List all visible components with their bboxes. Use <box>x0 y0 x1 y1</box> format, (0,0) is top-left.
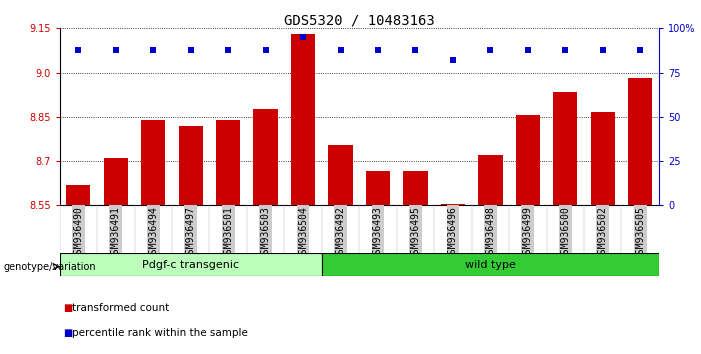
Bar <box>590 113 615 205</box>
Bar <box>441 204 465 205</box>
Point <box>148 47 159 52</box>
Text: Pdgf-c transgenic: Pdgf-c transgenic <box>142 259 239 270</box>
Point <box>222 47 233 52</box>
Text: GSM936490: GSM936490 <box>74 206 83 259</box>
Bar <box>291 34 315 205</box>
Text: GSM936495: GSM936495 <box>411 206 421 259</box>
Point <box>522 47 533 52</box>
Point <box>185 47 196 52</box>
Text: GSM936493: GSM936493 <box>373 206 383 259</box>
Point <box>335 47 346 52</box>
Bar <box>254 109 278 205</box>
Text: transformed count: transformed count <box>72 303 170 313</box>
Point <box>634 47 646 52</box>
Point <box>559 47 571 52</box>
Text: GSM936502: GSM936502 <box>598 206 608 259</box>
Point <box>485 47 496 52</box>
Point <box>372 47 383 52</box>
Bar <box>104 158 128 205</box>
Text: GSM936497: GSM936497 <box>186 206 196 259</box>
Point <box>110 47 121 52</box>
Text: GSM936503: GSM936503 <box>261 206 271 259</box>
Text: GSM936504: GSM936504 <box>298 206 308 259</box>
Point <box>597 47 608 52</box>
Text: GSM936499: GSM936499 <box>523 206 533 259</box>
Bar <box>366 171 390 205</box>
Bar <box>322 253 659 276</box>
Bar <box>628 79 653 205</box>
Bar <box>216 120 240 205</box>
Text: GSM936494: GSM936494 <box>148 206 158 259</box>
Bar <box>328 145 353 205</box>
Text: GSM936501: GSM936501 <box>223 206 233 259</box>
Text: ■: ■ <box>63 328 72 338</box>
Text: GSM936496: GSM936496 <box>448 206 458 259</box>
Bar <box>403 171 428 205</box>
Bar <box>66 185 90 205</box>
Text: wild type: wild type <box>465 259 516 270</box>
Text: percentile rank within the sample: percentile rank within the sample <box>72 328 248 338</box>
Point <box>73 47 84 52</box>
Text: genotype/variation: genotype/variation <box>4 262 96 272</box>
Text: GSM936505: GSM936505 <box>635 206 645 259</box>
Title: GDS5320 / 10483163: GDS5320 / 10483163 <box>284 13 435 27</box>
Text: GSM936491: GSM936491 <box>111 206 121 259</box>
Bar <box>179 126 203 205</box>
Point <box>260 47 271 52</box>
Text: GSM936492: GSM936492 <box>336 206 346 259</box>
Bar <box>478 155 503 205</box>
Text: GSM936498: GSM936498 <box>485 206 496 259</box>
Bar <box>553 92 578 205</box>
Bar <box>60 253 322 276</box>
Text: ■: ■ <box>63 303 72 313</box>
Point <box>297 34 308 40</box>
Point <box>410 47 421 52</box>
Bar <box>141 120 165 205</box>
Point <box>447 57 458 63</box>
Bar <box>516 115 540 205</box>
Text: GSM936500: GSM936500 <box>560 206 571 259</box>
